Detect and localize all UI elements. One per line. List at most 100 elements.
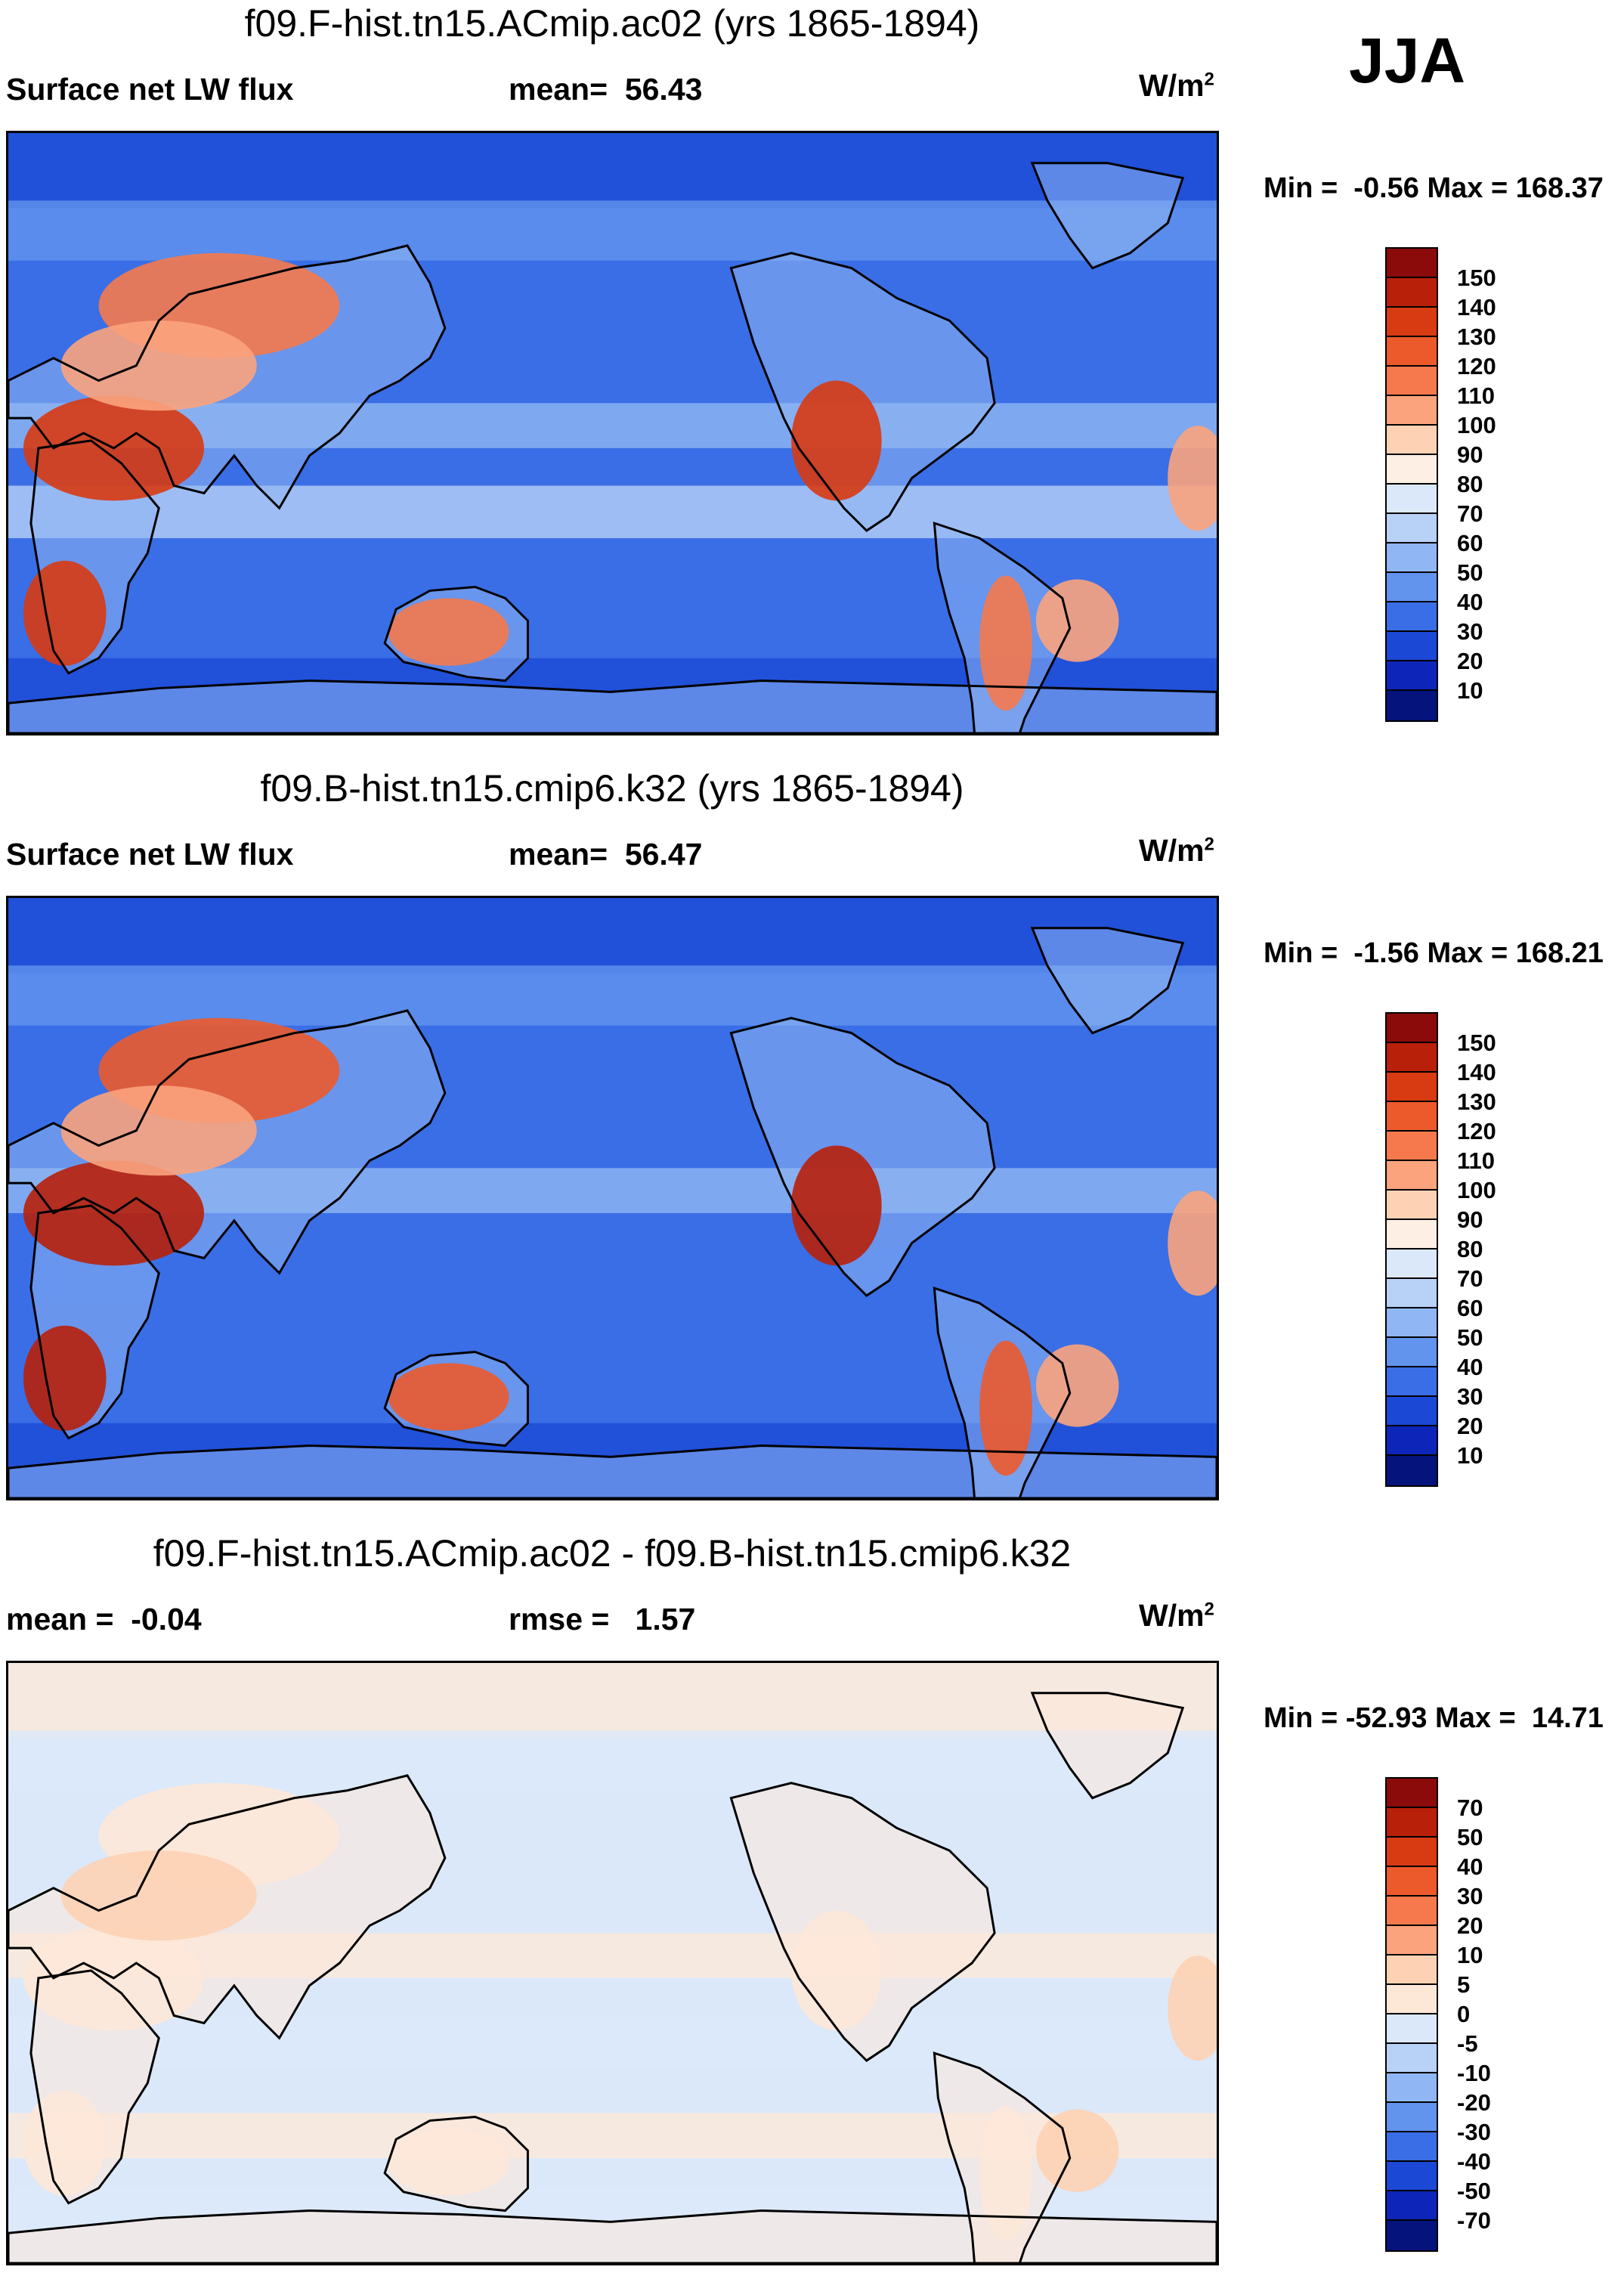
colorbar-tick-label: 20	[1457, 648, 1483, 674]
panel-center-label: mean= 56.47	[509, 837, 703, 872]
coastline-samerica	[933, 521, 1072, 733]
latitude-band	[8, 1730, 1217, 1791]
colorbar-swatch	[1387, 1367, 1437, 1397]
colorbar-swatch	[1387, 2132, 1437, 2162]
colorbar-swatch	[1387, 337, 1437, 367]
colorbar-swatch	[1387, 1956, 1437, 1985]
coastline-antarctica	[8, 2209, 1217, 2263]
coastline-australia	[383, 1350, 529, 1448]
colorbar-swatch	[1387, 396, 1437, 426]
units-label: W/m2	[1139, 1598, 1214, 1633]
colorbar-tick-label: 0	[1457, 2001, 1471, 2027]
colorbar-swatch	[1387, 367, 1437, 396]
land-fill-antarctica	[8, 2210, 1217, 2263]
latitude-band	[8, 898, 1217, 974]
flux-anomaly-region	[388, 2128, 509, 2196]
flux-anomaly-region	[1168, 426, 1217, 531]
flux-anomaly-region	[979, 1340, 1032, 1476]
coastline-antarctica	[8, 1445, 1217, 1498]
flux-anomaly-region	[1035, 1344, 1119, 1427]
coastline-namerica	[729, 1017, 996, 1297]
coastline-namerica	[729, 1782, 996, 2062]
latitude-band	[8, 2015, 1217, 2068]
flux-anomaly-region	[1035, 579, 1119, 662]
flux-anomaly-region	[23, 2090, 107, 2196]
latitude-band	[8, 485, 1217, 538]
panel-title: f09.F-hist.tn15.ACmip.ac02 - f09.B-hist.…	[153, 1532, 1072, 1575]
colorbar-swatch	[1387, 455, 1437, 485]
colorbar-tick-label: -10	[1457, 2060, 1491, 2086]
season-label: JJA	[1349, 25, 1466, 96]
flux-anomaly-region	[1035, 2109, 1119, 2192]
coastline-greenland	[1030, 927, 1185, 1035]
colorbar-tick-label: 5	[1457, 1971, 1471, 1998]
units-superscript: 2	[1204, 69, 1214, 90]
colorbar-tick-label: 70	[1457, 500, 1483, 527]
land-fill-namerica	[731, 252, 995, 531]
latitude-band	[8, 133, 1217, 209]
coastline-greenland	[1030, 1692, 1185, 1800]
colorbar-swatch	[1387, 308, 1437, 337]
units-base: W/m	[1139, 833, 1205, 868]
colorbar-swatch	[1387, 1926, 1437, 1956]
colorbar-tick-label: 10	[1457, 677, 1483, 704]
coastline-samerica	[933, 2051, 1072, 2263]
colorbar-swatch	[1387, 691, 1437, 720]
land-fill-greenland	[1032, 163, 1183, 268]
colorbar-tick-label: 90	[1457, 1206, 1483, 1233]
flux-anomaly-region	[1168, 1191, 1217, 1296]
colorbar-tick-label: 40	[1457, 1853, 1483, 1880]
min-max-label: Min = -52.93 Max = 14.71	[1264, 1702, 1604, 1734]
colorbar-tick-label: 70	[1457, 1265, 1483, 1292]
colorbar-tick-label: 20	[1457, 1912, 1483, 1939]
colorbar-tick-label: -70	[1457, 2207, 1491, 2234]
units-label: W/m2	[1139, 68, 1214, 104]
flux-anomaly-region	[388, 1363, 509, 1431]
colorbar	[1385, 1012, 1438, 1487]
colorbar-tick-label: 60	[1457, 530, 1483, 556]
colorbar-tick-label: 10	[1457, 1442, 1483, 1469]
colorbar-tick-label: 50	[1457, 1824, 1483, 1850]
panel-title: f09.B-hist.tn15.cmip6.k32 (yrs 1865-1894…	[260, 767, 964, 810]
colorbar-swatch	[1387, 2103, 1437, 2132]
flux-anomaly-region	[791, 1910, 882, 2031]
colorbar-tick-label: 30	[1457, 1383, 1483, 1410]
contour-map	[6, 896, 1219, 1500]
colorbar-tick-label: 140	[1457, 1059, 1496, 1085]
colorbar-tick-label: 40	[1457, 1354, 1483, 1380]
colorbar-tick-label: 130	[1457, 324, 1496, 350]
colorbar-swatch	[1387, 1985, 1437, 2014]
colorbar-tick-label: 30	[1457, 1883, 1483, 1909]
land-fill-namerica	[731, 1782, 995, 2061]
colorbar-swatch	[1387, 1426, 1437, 1456]
coastline-greenland	[1030, 162, 1185, 270]
contour-map	[6, 131, 1219, 735]
flux-anomaly-region	[979, 2105, 1032, 2241]
latitude-band	[8, 965, 1217, 1026]
colorbar-swatch	[1387, 1249, 1437, 1279]
colorbar-tick-label: 150	[1457, 1030, 1496, 1056]
min-max-label: Min = -0.56 Max = 168.37	[1264, 172, 1604, 204]
colorbar-swatch	[1387, 2191, 1437, 2221]
land-fill-greenland	[1032, 927, 1183, 1033]
coastline-africa	[29, 1969, 160, 2205]
min-max-label: Min = -1.56 Max = 168.21	[1264, 937, 1604, 969]
map-svg	[8, 898, 1217, 1498]
colorbar-swatch	[1387, 2221, 1437, 2250]
flux-anomaly-region	[979, 575, 1032, 711]
coastline-eurasia	[8, 1774, 447, 2040]
flux-anomaly-region	[1168, 1956, 1217, 2061]
colorbar-tick-label: -40	[1457, 2148, 1491, 2175]
colorbar-tick-label: -50	[1457, 2178, 1491, 2204]
coastline-australia	[383, 585, 529, 683]
land-fill-antarctica	[8, 680, 1217, 733]
colorbar-swatch	[1387, 1867, 1437, 1897]
flux-anomaly-region	[23, 560, 107, 666]
colorbar-swatch	[1387, 514, 1437, 543]
coastline-eurasia	[8, 244, 447, 510]
land-fill-namerica	[731, 1017, 995, 1296]
colorbar-tick-label: -20	[1457, 2089, 1491, 2116]
colorbar-tick-label: 140	[1457, 294, 1496, 320]
flux-anomaly-region	[791, 380, 882, 501]
colorbar-swatch	[1387, 573, 1437, 602]
